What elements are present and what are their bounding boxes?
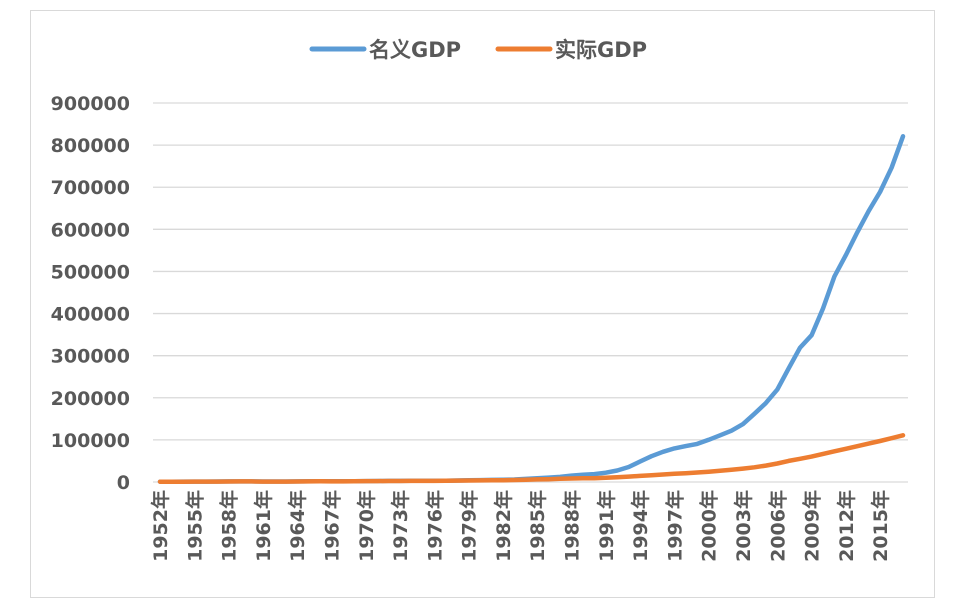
x-tick-label: 1964年 <box>286 490 309 562</box>
y-tick-label: 300000 <box>51 346 130 368</box>
y-tick-label: 600000 <box>51 219 130 241</box>
chart-frame <box>30 10 935 598</box>
x-tick-label: 2009年 <box>801 490 824 562</box>
y-tick-label: 0 <box>117 472 130 494</box>
x-tick-label: 1955年 <box>183 490 206 562</box>
x-tick-label: 1991年 <box>595 490 618 562</box>
x-tick-label: 1979年 <box>458 490 481 562</box>
y-tick-label: 200000 <box>51 388 130 410</box>
legend-label: 名义GDP <box>369 38 461 62</box>
x-tick-label: 1967年 <box>320 490 343 562</box>
x-tick-label: 1958年 <box>218 490 241 562</box>
x-tick-label: 1952年 <box>149 490 172 562</box>
y-tick-label: 400000 <box>51 304 130 326</box>
y-tick-label: 100000 <box>51 430 130 452</box>
x-tick-label: 1961年 <box>252 490 275 562</box>
x-tick-label: 2015年 <box>869 490 892 562</box>
y-tick-label: 700000 <box>51 177 130 199</box>
x-tick-label: 1994年 <box>629 490 652 562</box>
x-tick-label: 2000年 <box>698 490 721 562</box>
x-tick-label: 2012年 <box>835 490 858 562</box>
x-tick-label: 1982年 <box>492 490 515 562</box>
x-tick-label: 1970年 <box>355 490 378 562</box>
x-tick-label: 1976年 <box>423 490 446 562</box>
series-line-2 <box>157 433 906 484</box>
x-tick-label: 1973年 <box>389 490 412 562</box>
legend-label: 实际GDP <box>555 38 647 62</box>
x-tick-label: 2006年 <box>766 490 789 562</box>
x-tick-label: 1985年 <box>526 490 549 562</box>
series-line-1 <box>157 134 906 484</box>
x-tick-label: 1988年 <box>561 490 584 562</box>
y-tick-label: 900000 <box>51 93 130 115</box>
y-tick-label: 500000 <box>51 261 130 283</box>
x-tick-label: 1997年 <box>663 490 686 562</box>
y-tick-label: 800000 <box>51 135 130 157</box>
x-tick-label: 2003年 <box>732 490 755 562</box>
